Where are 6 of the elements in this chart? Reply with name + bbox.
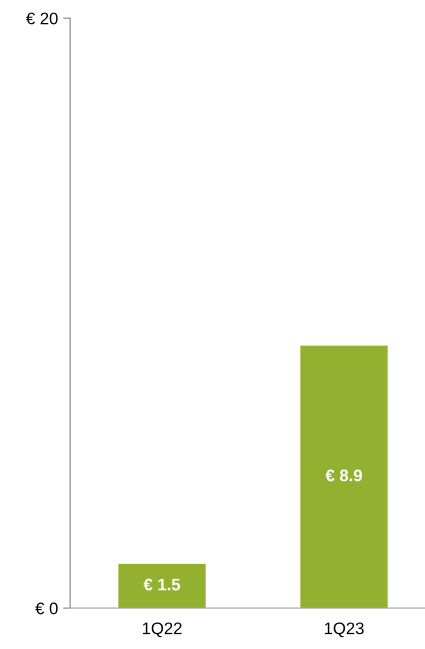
y-tick-label: € 20 xyxy=(26,12,58,24)
data-label: € 8.9 xyxy=(326,470,362,482)
x-tick-label: 1Q23 xyxy=(324,622,364,638)
y-tick-label: € 0 xyxy=(35,602,58,614)
x-tick-label: 1Q22 xyxy=(142,622,182,638)
data-label: € 1.5 xyxy=(144,578,180,590)
